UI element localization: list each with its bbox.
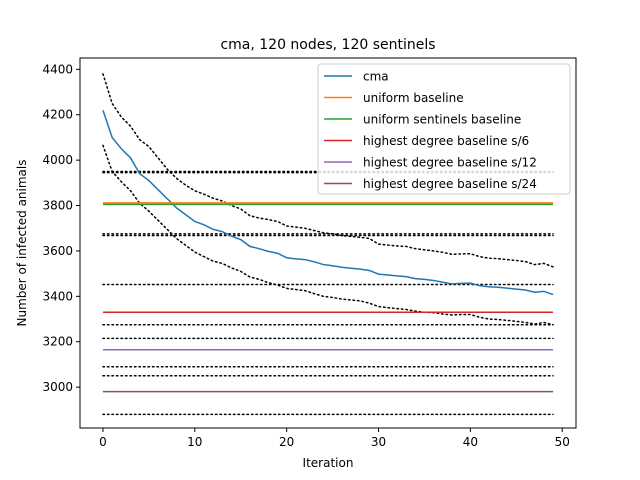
- y-tick-label: 3800: [42, 199, 73, 213]
- chart-title: cma, 120 nodes, 120 sentinels: [220, 37, 435, 53]
- legend-label-0: cma: [363, 70, 389, 84]
- y-axis-label: Number of infected animals: [15, 160, 29, 327]
- y-tick-label: 3000: [42, 380, 73, 394]
- legend-label-2: uniform sentinels baseline: [363, 113, 521, 127]
- legend-label-3: highest degree baseline s/6: [363, 134, 529, 148]
- y-tick-label: 4000: [42, 153, 73, 167]
- legend: cma uniform baseline uniform sentinels bas…: [317, 63, 571, 195]
- x-tick-label: 50: [555, 435, 570, 449]
- y-axis-ticks: 3000 3200 3400 3600 3800 4000 4200 4400: [42, 62, 80, 394]
- y-tick-label: 3400: [42, 289, 73, 303]
- x-tick-label: 10: [187, 435, 202, 449]
- x-tick-label: 0: [99, 435, 107, 449]
- legend-label-4: highest degree baseline s/12: [363, 156, 537, 170]
- x-tick-label: 40: [463, 435, 478, 449]
- series-lines: [102, 109, 554, 393]
- x-axis-label: Iteration: [303, 456, 354, 470]
- series-line-0: [102, 109, 554, 296]
- band-line-1: [102, 144, 554, 326]
- legend-label-5: highest degree baseline s/24: [363, 177, 537, 191]
- y-tick-label: 3200: [42, 335, 73, 349]
- x-tick-label: 20: [279, 435, 294, 449]
- y-tick-label: 4400: [42, 62, 73, 76]
- plot-frame: [79, 57, 577, 429]
- legend-label-1: uniform baseline: [363, 91, 464, 105]
- y-tick-label: 3600: [42, 244, 73, 258]
- legend-box: [317, 63, 571, 195]
- x-tick-label: 30: [371, 435, 386, 449]
- y-tick-label: 4200: [42, 108, 73, 122]
- x-axis-ticks: 0 10 20 30 40 50: [99, 428, 570, 449]
